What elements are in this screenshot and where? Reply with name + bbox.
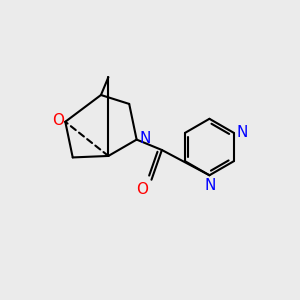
Text: O: O [136,182,148,197]
Text: O: O [52,113,64,128]
Text: N: N [237,124,248,140]
Text: N: N [204,178,216,193]
Text: N: N [140,130,151,146]
